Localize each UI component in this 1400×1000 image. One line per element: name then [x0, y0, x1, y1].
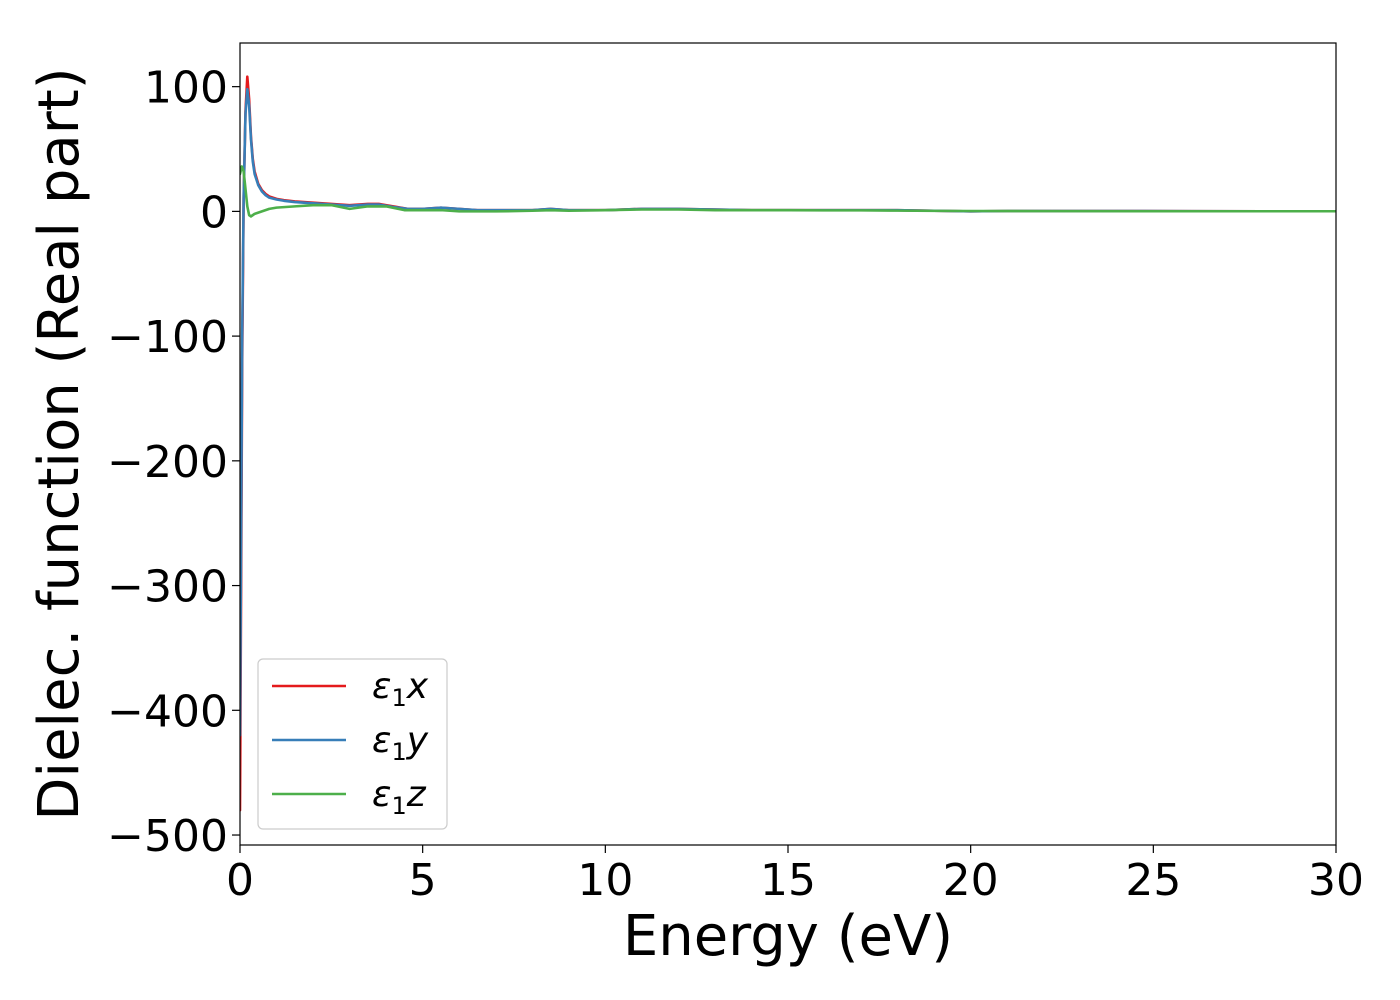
x-axis-ticks: 0 5 10 15 20 25 30 — [226, 845, 1364, 906]
x-tick-label: 5 — [409, 855, 437, 906]
x-tick-label: 30 — [1308, 855, 1364, 906]
y-tick-label: 0 — [200, 187, 228, 238]
series-lines — [240, 75, 1336, 812]
x-tick-label: 10 — [577, 855, 633, 906]
x-tick-label: 0 — [226, 855, 254, 906]
y-tick-label: 100 — [144, 63, 228, 114]
y-axis-label: Dielec. function (Real part) — [27, 67, 92, 820]
x-tick-label: 25 — [1125, 855, 1181, 906]
legend-label-x: ε1x — [372, 666, 429, 712]
y-tick-label: −300 — [107, 562, 228, 613]
x-axis-label: Energy (eV) — [623, 904, 953, 969]
y-tick-label: −200 — [107, 437, 228, 488]
x-tick-label: 15 — [760, 855, 816, 906]
y-tick-label: −100 — [107, 312, 228, 363]
y-tick-label: −500 — [107, 811, 228, 862]
legend: ε1x ε1y ε1z — [257, 658, 448, 830]
x-tick-label: 20 — [943, 855, 999, 906]
legend-label-z: ε1z — [372, 774, 427, 820]
legend-label-y: ε1y — [372, 720, 429, 766]
series-line-z — [240, 165, 1336, 218]
y-tick-label: −400 — [107, 686, 228, 737]
legend-box — [257, 658, 448, 830]
y-axis-ticks: 100 0 −100 −200 −300 −400 −500 — [107, 63, 240, 862]
